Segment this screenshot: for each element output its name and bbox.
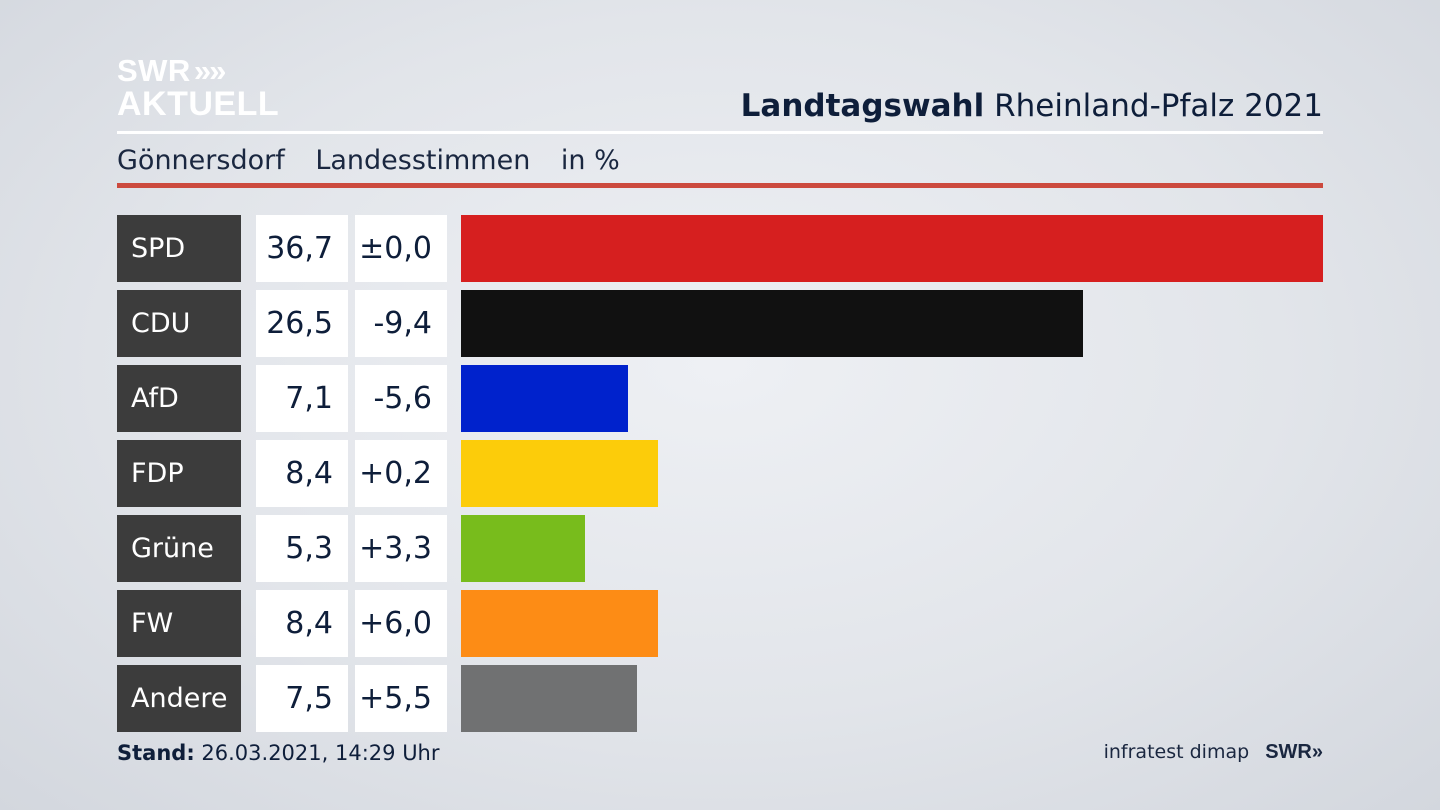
- diff-label: ±0,0: [355, 215, 447, 282]
- chart-row: AfD 7,1 -5,6: [0, 365, 1440, 432]
- chart-row: SPD 36,7 ±0,0: [0, 215, 1440, 282]
- bar-afd: [461, 365, 628, 432]
- subtitle-vote-type: Landesstimmen: [315, 145, 531, 176]
- value-label: 7,1: [256, 365, 348, 432]
- timestamp: Stand: 26.03.2021, 14:29 Uhr: [117, 741, 440, 765]
- chevron-icon-2: »: [209, 53, 226, 88]
- bar-spd: [461, 215, 1323, 282]
- party-label: AfD: [117, 365, 241, 432]
- subtitle-unit: in %: [560, 145, 620, 176]
- value-label: 26,5: [256, 290, 348, 357]
- subtitle-place: Gönnersdorf: [117, 145, 285, 176]
- chart-subtitle: Gönnersdorf Landesstimmen in %: [117, 145, 642, 176]
- bar-cdu: [461, 290, 1083, 357]
- party-label: Grüne: [117, 515, 241, 582]
- swr-aktuell-logo: SWR»» AKTUELL: [117, 53, 280, 123]
- bar-fdp: [461, 440, 658, 507]
- party-label: Andere: [117, 665, 241, 732]
- chart-row: CDU 26,5 -9,4: [0, 290, 1440, 357]
- chevron-icon: »: [193, 53, 211, 88]
- stand-value: 26.03.2021, 14:29 Uhr: [201, 741, 440, 765]
- party-label: FDP: [117, 440, 241, 507]
- value-label: 8,4: [256, 590, 348, 657]
- value-label: 36,7: [256, 215, 348, 282]
- party-label: SPD: [117, 215, 241, 282]
- header-divider: [117, 131, 1323, 134]
- title-rest: Rheinland-Pfalz 2021: [994, 88, 1323, 124]
- value-label: 8,4: [256, 440, 348, 507]
- chart-row: FDP 8,4 +0,2: [0, 440, 1440, 507]
- diff-label: -9,4: [355, 290, 447, 357]
- stand-label: Stand:: [117, 741, 195, 765]
- source-credit: infratest dimap SWR»: [1104, 741, 1323, 764]
- value-label: 5,3: [256, 515, 348, 582]
- accent-divider: [117, 183, 1323, 188]
- value-label: 7,5: [256, 665, 348, 732]
- bar-fw: [461, 590, 658, 657]
- diff-label: +0,2: [355, 440, 447, 507]
- swr-logo: SWR»: [1265, 741, 1323, 763]
- chart-title: Landtagswahl Rheinland-Pfalz 2021: [741, 88, 1323, 124]
- diff-label: -5,6: [355, 365, 447, 432]
- bar-andere: [461, 665, 637, 732]
- chart-row: Grüne 5,3 +3,3: [0, 515, 1440, 582]
- diff-label: +5,5: [355, 665, 447, 732]
- diff-label: +3,3: [355, 515, 447, 582]
- bar-grüne: [461, 515, 585, 582]
- source-name: infratest dimap: [1103, 741, 1250, 763]
- party-label: CDU: [117, 290, 241, 357]
- diff-label: +6,0: [355, 590, 447, 657]
- chart-row: FW 8,4 +6,0: [0, 590, 1440, 657]
- party-label: FW: [117, 590, 241, 657]
- chart-row: Andere 7,5 +5,5: [0, 665, 1440, 732]
- title-bold: Landtagswahl: [740, 88, 985, 124]
